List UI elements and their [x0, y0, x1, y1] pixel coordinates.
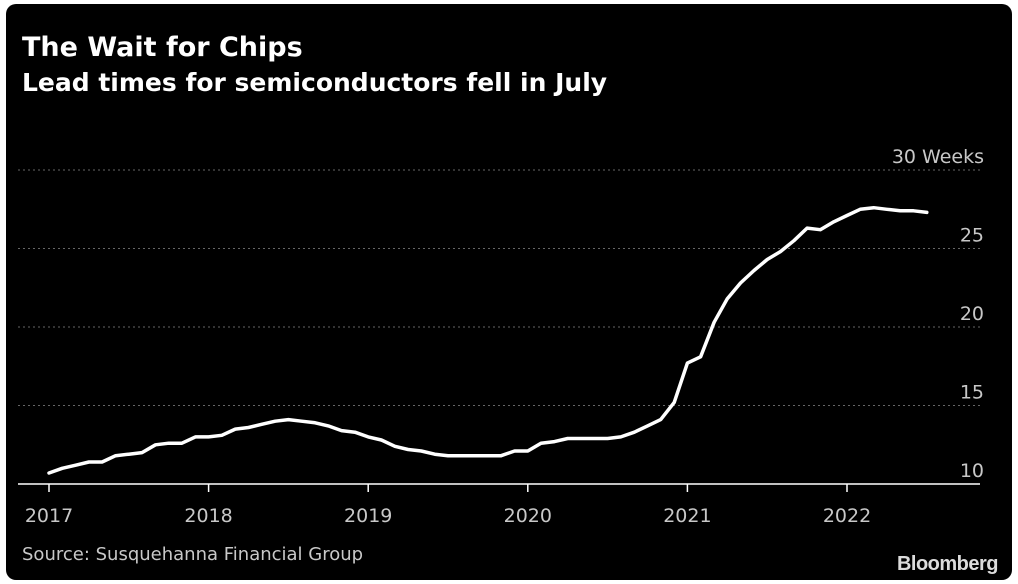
- y-tick-label-30: 30 Weeks: [892, 146, 984, 168]
- chart-title: The Wait for Chips: [22, 32, 303, 63]
- line-chart: 10 15 20 25 30 Weeks 2017 2018 2019 2020 2021 2022: [18, 146, 984, 527]
- y-tick-label-20: 20: [960, 303, 984, 325]
- x-tick-label-2018: 2018: [184, 505, 232, 527]
- y-tick-label-10: 10: [960, 460, 984, 482]
- x-tick-label-2017: 2017: [25, 505, 73, 527]
- x-tick-label-2022: 2022: [823, 505, 871, 527]
- x-tick-label-2019: 2019: [344, 505, 392, 527]
- chart-subtitle: Lead times for semiconductors fell in Ju…: [22, 68, 608, 97]
- x-tick-label-2020: 2020: [504, 505, 552, 527]
- source-note: Source: Susquehanna Financial Group: [22, 544, 364, 565]
- y-tick-label-15: 15: [960, 382, 984, 404]
- x-tick-label-2021: 2021: [663, 505, 711, 527]
- bloomberg-logo: Bloomberg: [896, 553, 999, 575]
- chart-frame: The Wait for Chips Lead times for semico…: [6, 4, 1012, 580]
- series-line-lead-time: [47, 205, 929, 475]
- y-tick-label-25: 25: [960, 225, 984, 247]
